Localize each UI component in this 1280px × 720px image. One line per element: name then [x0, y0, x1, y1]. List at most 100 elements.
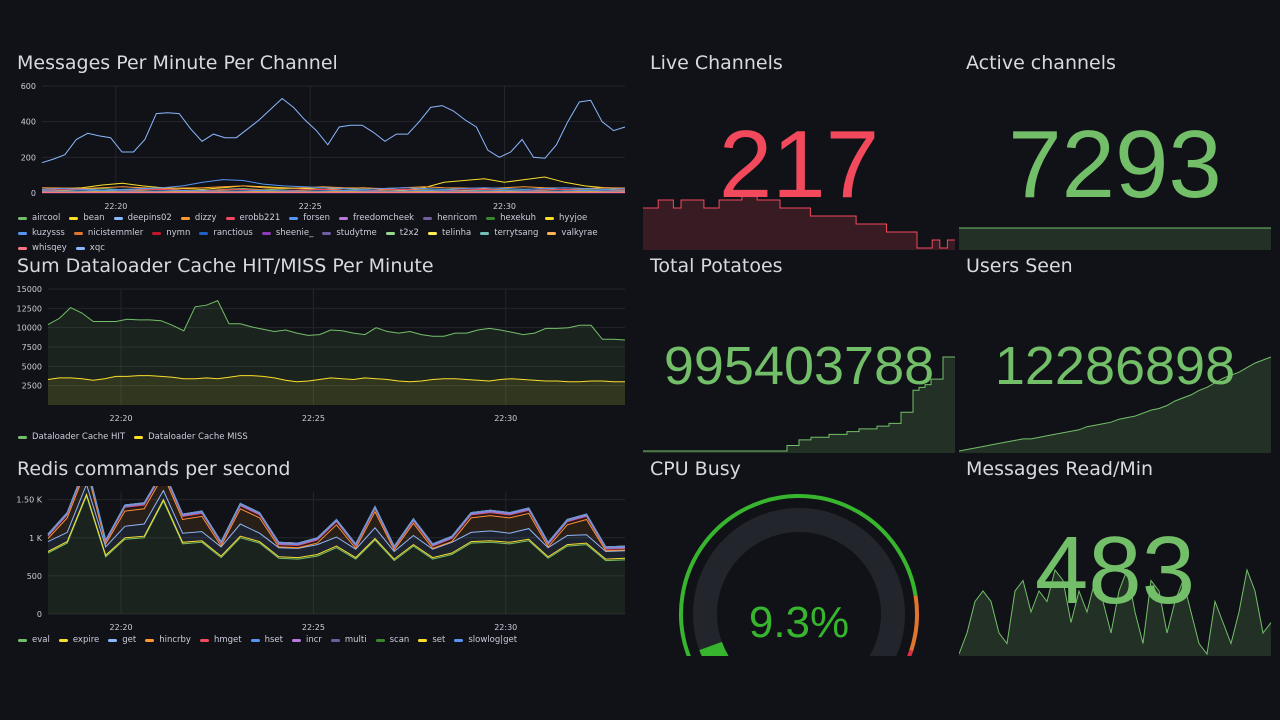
- legend-swatch: [480, 232, 490, 235]
- legend-item[interactable]: hincrby: [145, 633, 191, 648]
- legend-item[interactable]: valkyrae: [547, 226, 598, 241]
- panel-title: Total Potatoes: [650, 255, 783, 277]
- panel-active-channels[interactable]: Active channels 7293: [959, 52, 1271, 250]
- legend-item[interactable]: hmget: [199, 633, 242, 648]
- series-line-slowlog|get[interactable]: [47, 486, 626, 548]
- legend-item[interactable]: ranctious: [199, 226, 253, 241]
- legend-label: xqc: [89, 243, 105, 253]
- legend: eval expire get hincrby hmget hset incr multi sc…: [18, 633, 628, 648]
- legend-swatch: [375, 639, 385, 642]
- panel-live-channels[interactable]: Live Channels 217: [643, 52, 955, 250]
- cache-chart[interactable]: 2500 5000 7500 10000 12500 15000 22:20 22:25 22:…: [10, 283, 630, 433]
- sparkline: [643, 356, 955, 453]
- sparkline: [959, 356, 1271, 453]
- legend-swatch: [250, 639, 260, 642]
- series-line-forsen[interactable]: [41, 179, 626, 191]
- legend-item[interactable]: Dataloader Cache MISS: [134, 430, 248, 445]
- legend-label: sheenie_: [275, 228, 314, 238]
- stat-value: 12286898: [994, 336, 1236, 396]
- series-line-get[interactable]: [47, 486, 626, 553]
- legend-item[interactable]: xqc: [75, 241, 105, 256]
- legend-item[interactable]: t2x2: [385, 226, 419, 241]
- legend-swatch: [385, 232, 395, 235]
- panel-messages-per-minute[interactable]: Messages Per Minute Per Channel 0 200 400 6…: [10, 52, 630, 253]
- legend-item[interactable]: scan: [375, 633, 409, 648]
- series-line-kuzysss[interactable]: [41, 189, 626, 192]
- panel-messages-read[interactable]: Messages Read/Min 483: [959, 458, 1271, 656]
- series-line-dizzy[interactable]: [41, 185, 626, 190]
- legend-item[interactable]: incr: [291, 633, 322, 648]
- legend-label: studytme: [336, 228, 377, 238]
- legend-item[interactable]: bean: [69, 211, 105, 226]
- panel-dataloader-cache[interactable]: Sum Dataloader Cache HIT/MISS Per Minute…: [10, 255, 630, 455]
- legend-swatch: [69, 217, 79, 220]
- sparkline: [643, 191, 955, 250]
- legend-item[interactable]: freedomcheek: [339, 211, 414, 226]
- legend-swatch: [113, 217, 123, 220]
- y-tick-label: 1.50 K: [16, 496, 42, 505]
- panel-title: Messages Per Minute Per Channel: [17, 52, 338, 74]
- legend-item[interactable]: hexekuh: [486, 211, 536, 226]
- legend-item[interactable]: erobb221: [225, 211, 280, 226]
- legend-item[interactable]: nicistemmler: [73, 226, 143, 241]
- series-line-eval[interactable]: [47, 494, 626, 562]
- x-tick-label: 22:25: [299, 202, 322, 211]
- redis-chart[interactable]: 0 500 1 K 1.50 K 22:20 22:25 22:30: [10, 486, 630, 636]
- x-tick-label: 22:25: [302, 623, 325, 632]
- legend-label: terrytsang: [494, 228, 539, 238]
- legend-swatch: [486, 217, 496, 220]
- series-line-hincrby[interactable]: [47, 486, 626, 552]
- panel-users-seen[interactable]: Users Seen 12286898: [959, 255, 1271, 453]
- legend-item[interactable]: eval: [18, 633, 50, 648]
- y-tick-label: 5000: [22, 362, 42, 371]
- legend-item[interactable]: henricom: [423, 211, 477, 226]
- panel-title: Live Channels: [650, 52, 783, 74]
- panel-title: Redis commands per second: [17, 458, 291, 480]
- legend-item[interactable]: nymn: [152, 226, 190, 241]
- y-tick-label: 10000: [17, 324, 42, 333]
- sparkline-line: [643, 191, 955, 249]
- legend-item[interactable]: slowlog|get: [454, 633, 517, 648]
- legend-item[interactable]: deepins02: [113, 211, 172, 226]
- legend-item[interactable]: whisqey: [18, 241, 67, 256]
- series-area-expire: [48, 494, 625, 561]
- panel-cpu-busy[interactable]: CPU Busy 9.3%: [643, 458, 955, 658]
- legend-label: hset: [264, 635, 283, 645]
- legend-item[interactable]: dizzy: [180, 211, 217, 226]
- legend-label: hincrby: [159, 635, 191, 645]
- legend-item[interactable]: kuzysss: [18, 226, 65, 241]
- legend-item[interactable]: studytme: [322, 226, 377, 241]
- legend-swatch: [75, 247, 85, 250]
- legend-swatch: [330, 639, 340, 642]
- series-line-expire[interactable]: [47, 492, 626, 560]
- legend-item[interactable]: aircool: [18, 211, 60, 226]
- legend-item[interactable]: multi: [330, 633, 367, 648]
- series-area-Dataloader Cache MISS: [48, 375, 625, 405]
- sparkline: [959, 568, 1271, 656]
- series-line-xqc[interactable]: [41, 97, 626, 164]
- legend-item[interactable]: get: [108, 633, 136, 648]
- series-line-Dataloader Cache MISS[interactable]: [47, 375, 625, 383]
- series-line-Dataloader Cache HIT[interactable]: [47, 299, 626, 341]
- legend-label: get: [122, 635, 137, 645]
- messages-chart[interactable]: 0 200 400 600 22:20 22:25 22:30: [10, 80, 630, 230]
- sparkline-area: [643, 192, 955, 250]
- y-tick-label: 600: [21, 82, 36, 91]
- legend-item[interactable]: expire: [58, 633, 99, 648]
- legend-swatch: [427, 232, 437, 235]
- legend-label: hmget: [213, 635, 242, 645]
- panel-redis-commands[interactable]: Redis commands per second 0 500 1 K 1.50 K 2…: [10, 458, 630, 658]
- panel-total-potatoes[interactable]: Total Potatoes 995403788: [643, 255, 955, 453]
- legend-item[interactable]: sheenie_: [261, 226, 314, 241]
- legend-item[interactable]: terrytsang: [480, 226, 538, 241]
- legend-item[interactable]: Dataloader Cache HIT: [18, 430, 125, 445]
- y-tick-label: 0: [31, 189, 36, 198]
- cpu-gauge: [679, 494, 919, 656]
- legend-item[interactable]: set: [418, 633, 445, 648]
- legend-item[interactable]: forsen: [289, 211, 330, 226]
- legend-item[interactable]: hset: [250, 633, 283, 648]
- legend-item[interactable]: hyyjoe: [545, 211, 587, 226]
- gauge-value: 9.3%: [748, 598, 850, 647]
- series-line-bean[interactable]: [41, 176, 626, 191]
- legend-item[interactable]: telinha: [427, 226, 471, 241]
